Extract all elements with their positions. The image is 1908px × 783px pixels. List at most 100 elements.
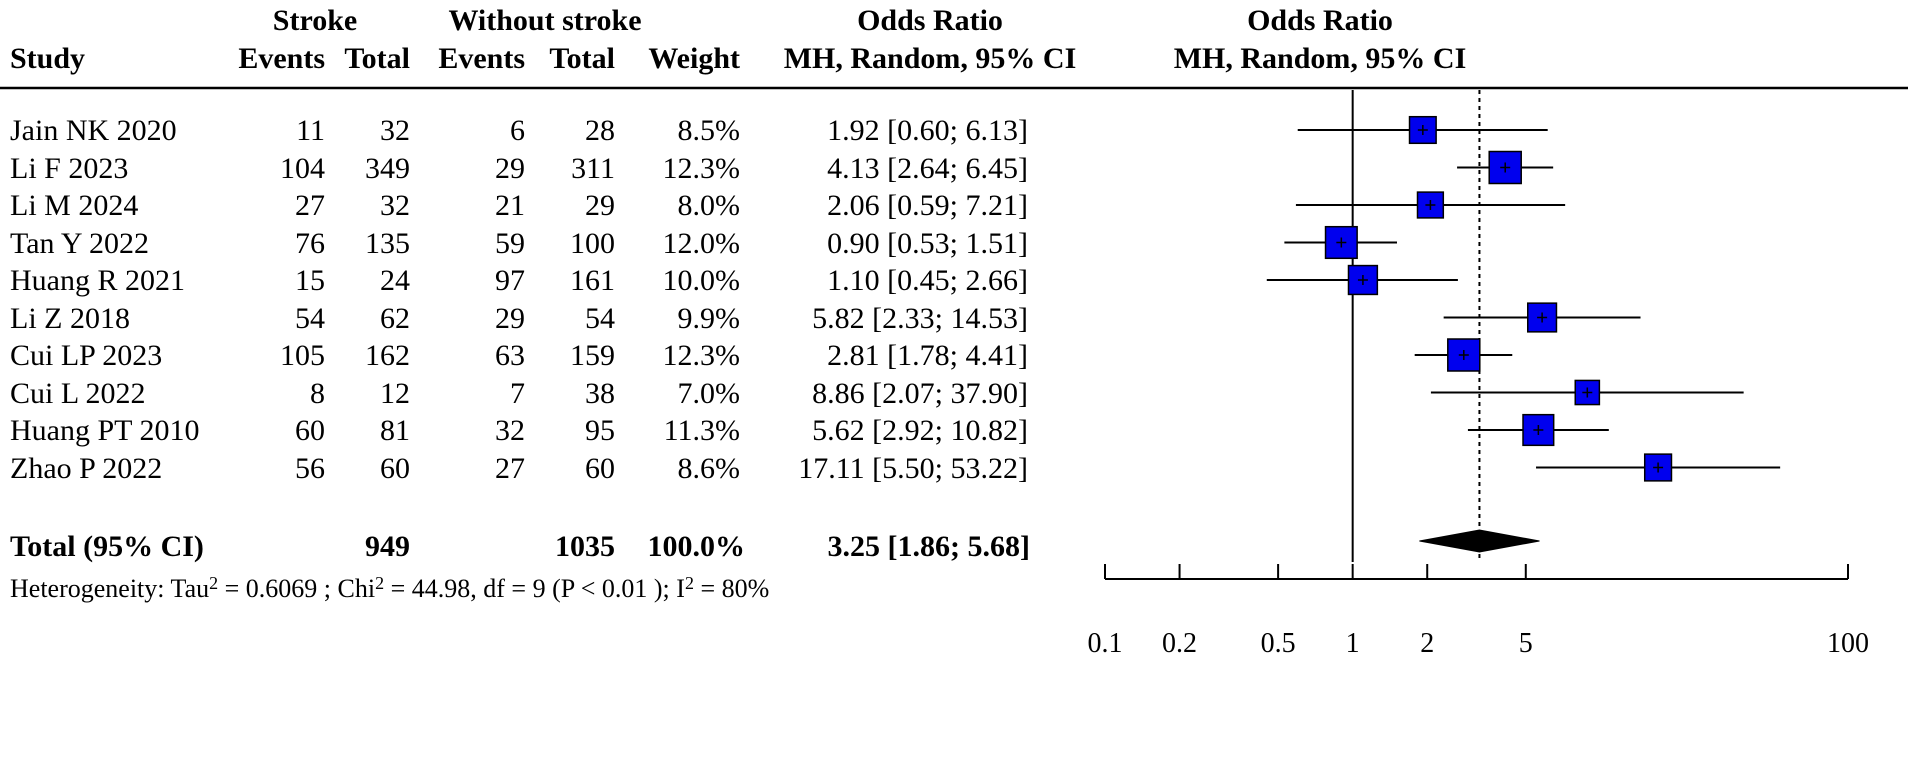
events2-cell: 97 xyxy=(495,264,525,297)
heterogeneity-prefix: Heterogeneity: Tau xyxy=(10,574,210,603)
weight-cell: 8.0% xyxy=(677,189,741,222)
weight-cell: 8.6% xyxy=(677,451,741,485)
study-name: Li Z 2018 xyxy=(10,301,130,335)
total2-cell: 54 xyxy=(585,301,615,335)
tau-superscript: 2 xyxy=(209,573,219,593)
events2-column-header: Events xyxy=(438,42,525,75)
total1-cell: 62 xyxy=(380,301,410,335)
total2-cell: 100 xyxy=(570,226,615,260)
total1-cell: 162 xyxy=(365,339,410,372)
total1-cell: 349 xyxy=(365,151,410,185)
total1-cell: 24 xyxy=(380,264,410,297)
plot-method-header: MH, Random, 95% CI xyxy=(1173,42,1467,75)
weight-cell: 9.9% xyxy=(677,301,741,335)
total1-column-header: Total xyxy=(344,42,410,75)
events2-cell: 63 xyxy=(495,339,525,372)
chi-superscript: 2 xyxy=(375,573,385,593)
ci-cell: 1.92 [0.60; 6.13] xyxy=(827,114,1028,147)
events2-cell: 21 xyxy=(495,189,525,222)
weight-cell: 12.3% xyxy=(662,339,741,372)
study-name: Zhao P 2022 xyxy=(10,451,163,485)
ci-cell: 5.82 [2.33; 14.53] xyxy=(812,301,1028,335)
heterogeneity-chi: = 44.98, df = 9 (P < 0.01 ); I xyxy=(384,574,685,603)
ci-cell: 2.06 [0.59; 7.21] xyxy=(827,189,1028,222)
total1-cell: 135 xyxy=(365,226,410,260)
total2-cell: 29 xyxy=(585,189,615,222)
total2-cell: 159 xyxy=(570,339,615,372)
events1-cell: 11 xyxy=(296,114,325,147)
total2-cell: 28 xyxy=(585,114,615,147)
group-stroke-header: Stroke xyxy=(272,4,358,37)
events2-cell: 29 xyxy=(495,151,525,185)
events2-cell: 59 xyxy=(495,226,525,260)
events2-cell: 29 xyxy=(495,301,525,335)
events1-cell: 76 xyxy=(295,226,325,260)
total-row-weight: 100.0% xyxy=(647,530,746,563)
events1-cell: 54 xyxy=(295,301,325,335)
pooled-diamond xyxy=(1419,529,1540,553)
heterogeneity-i2: = 80% xyxy=(693,574,770,603)
x-tick-label: 100 xyxy=(1827,628,1869,659)
total-row-ci: 3.25 [1.86; 5.68] xyxy=(827,530,1030,563)
total2-cell: 311 xyxy=(571,151,615,185)
x-tick-label: 0.5 xyxy=(1261,628,1296,659)
study-name: Li M 2024 xyxy=(10,189,139,222)
study-name: Jain NK 2020 xyxy=(10,114,177,147)
weight-column-header: Weight xyxy=(648,42,740,75)
study-column-header: Study xyxy=(10,42,86,75)
total2-cell: 95 xyxy=(585,414,615,447)
ci-cell: 1.10 [0.45; 2.66] xyxy=(827,264,1028,297)
heterogeneity-text: Heterogeneity: Tau2 = 0.6069 ; Chi2 = 44… xyxy=(10,572,769,606)
total2-cell: 38 xyxy=(585,376,615,410)
events2-cell: 7 xyxy=(510,376,525,410)
or-column-title: Odds Ratio xyxy=(857,4,1003,37)
ci-cell: 0.90 [0.53; 1.51] xyxy=(827,226,1028,260)
total2-cell: 161 xyxy=(570,264,615,297)
weight-cell: 7.0% xyxy=(677,376,741,410)
total1-cell: 81 xyxy=(380,414,410,447)
weight-cell: 12.0% xyxy=(662,226,741,260)
study-name: Huang PT 2010 xyxy=(10,414,200,447)
ci-cell: 5.62 [2.92; 10.82] xyxy=(812,414,1028,447)
study-name: Tan Y 2022 xyxy=(10,226,149,260)
x-tick-label: 1 xyxy=(1346,628,1360,659)
events1-cell: 60 xyxy=(295,414,325,447)
total1-cell: 32 xyxy=(380,189,410,222)
total1-cell: 12 xyxy=(380,376,410,410)
events2-cell: 27 xyxy=(495,451,525,485)
study-name: Cui L 2022 xyxy=(10,376,146,410)
total-row-total2: 1035 xyxy=(555,530,615,563)
ci-cell: 4.13 [2.64; 6.45] xyxy=(827,151,1028,185)
study-box xyxy=(1408,115,1437,145)
total1-cell: 32 xyxy=(380,114,410,147)
total-row-total1: 949 xyxy=(365,530,410,563)
events2-cell: 32 xyxy=(495,414,525,447)
events1-cell: 8 xyxy=(310,376,325,410)
ci-cell: 17.11 [5.50; 53.22] xyxy=(798,451,1028,485)
total1-cell: 60 xyxy=(380,451,410,485)
weight-cell: 8.5% xyxy=(677,114,741,147)
events1-cell: 56 xyxy=(295,451,325,485)
x-tick-label: 0.2 xyxy=(1162,628,1197,659)
study-name: Cui LP 2023 xyxy=(10,339,163,372)
events1-cell: 105 xyxy=(280,339,325,372)
events1-cell: 104 xyxy=(280,151,325,185)
ci-cell: 2.81 [1.78; 4.41] xyxy=(827,339,1028,372)
total2-column-header: Total xyxy=(549,42,615,75)
or-method-header: MH, Random, 95% CI xyxy=(783,42,1077,75)
events2-cell: 6 xyxy=(510,114,525,147)
x-tick-label: 0.1 xyxy=(1088,628,1123,659)
study-box xyxy=(1643,453,1673,482)
weight-cell: 11.3% xyxy=(663,414,740,447)
total2-cell: 60 xyxy=(585,451,615,485)
study-name: Huang R 2021 xyxy=(10,264,185,297)
events1-cell: 27 xyxy=(295,189,325,222)
group-without-stroke-header: Without stroke xyxy=(448,4,642,37)
heterogeneity-tau: = 0.6069 ; Chi xyxy=(218,574,376,603)
x-tick-label: 2 xyxy=(1420,628,1434,659)
events1-column-header: Events xyxy=(238,42,325,75)
ci-cell: 8.86 [2.07; 37.90] xyxy=(812,376,1028,410)
i2-superscript: 2 xyxy=(684,573,694,593)
total-row-label: Total (95% CI) xyxy=(10,530,204,563)
